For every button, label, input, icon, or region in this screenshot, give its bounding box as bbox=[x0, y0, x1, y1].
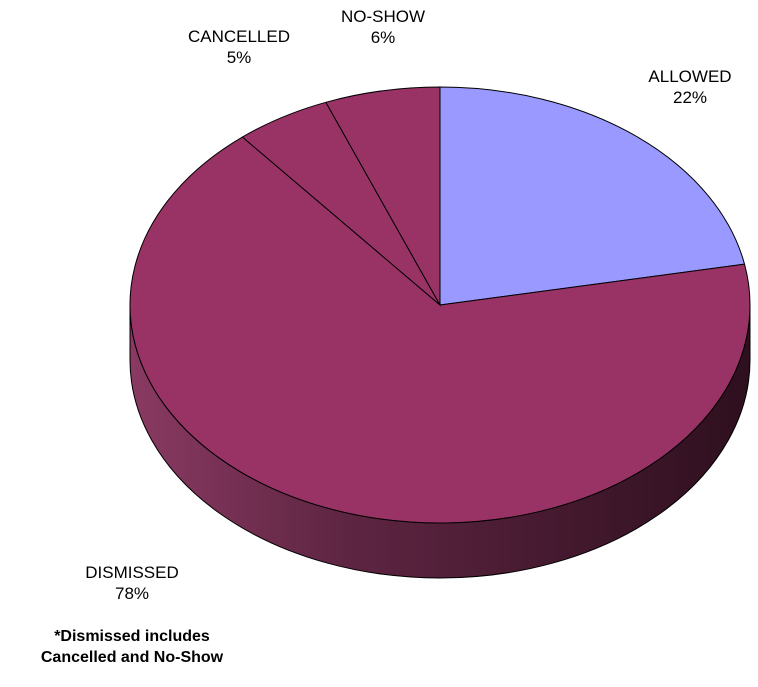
slice-value-allowed: 22% bbox=[673, 88, 707, 107]
footnote-line-2: Cancelled and No-Show bbox=[40, 649, 224, 666]
pie-slice-no-show bbox=[325, 86, 441, 307]
pie-labels: ALLOWED 22% DISMISSED 78% CANCELLED 5% NO-SHOW… bbox=[85, 7, 731, 603]
pie-slice-allowed bbox=[439, 86, 746, 306]
slice-value-cancelled: 5% bbox=[227, 48, 252, 67]
slice-label-no-show: NO-SHOW bbox=[341, 7, 425, 26]
pie-top-face bbox=[129, 86, 751, 524]
slice-value-dismissed: 78% bbox=[115, 584, 149, 603]
pie-slice-dismissed bbox=[129, 136, 751, 524]
footnote: *Dismissed includes Cancelled and No-Sho… bbox=[0, 626, 264, 668]
slice-label-allowed: ALLOWED bbox=[648, 67, 731, 86]
slice-label-dismissed: DISMISSED bbox=[85, 563, 179, 582]
slice-value-no-show: 6% bbox=[371, 28, 396, 47]
footnote-line-1: *Dismissed includes bbox=[54, 628, 210, 645]
slice-label-cancelled: CANCELLED bbox=[188, 27, 290, 46]
